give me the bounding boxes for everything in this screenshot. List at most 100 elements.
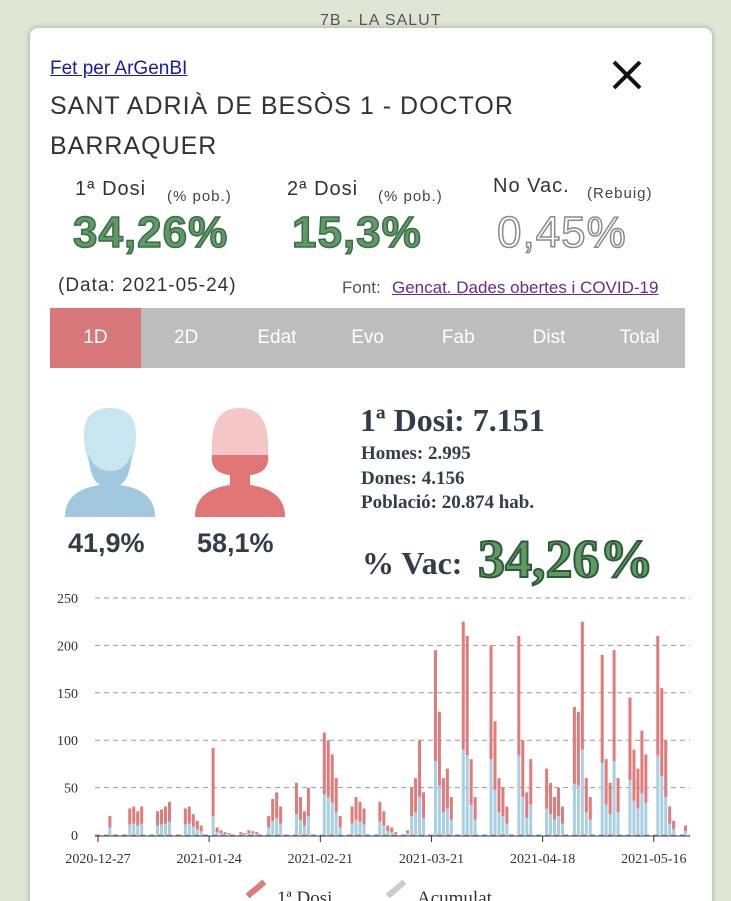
bar <box>156 811 160 826</box>
bar <box>469 804 473 835</box>
man-body <box>65 453 155 517</box>
y-tick-label: 50 <box>64 782 78 797</box>
bar <box>215 827 219 833</box>
bar <box>239 832 243 835</box>
bar <box>271 820 275 835</box>
bar <box>227 833 231 835</box>
credit-link[interactable]: Fet per ArGenBI <box>50 58 188 79</box>
bar <box>211 816 215 835</box>
bar <box>549 814 553 835</box>
bar <box>672 820 676 830</box>
bar <box>187 806 191 824</box>
bar <box>437 785 441 835</box>
women-pct: 58,1% <box>197 528 274 558</box>
bar <box>163 823 167 835</box>
bar <box>140 823 144 835</box>
bar <box>191 826 195 835</box>
legend-swatch <box>385 879 407 899</box>
bar <box>660 776 664 835</box>
bar <box>668 806 672 824</box>
tab[interactable]: Edat <box>231 308 323 368</box>
bar <box>354 819 358 835</box>
bar <box>445 808 449 835</box>
bar <box>465 755 469 835</box>
bar <box>275 792 279 818</box>
bar <box>394 834 398 835</box>
bar <box>163 806 167 824</box>
y-tick-label: 150 <box>57 687 78 702</box>
bar <box>584 812 588 835</box>
bar <box>406 830 410 834</box>
tab[interactable]: 1D <box>50 308 141 368</box>
bar <box>358 821 362 835</box>
bar <box>608 782 612 815</box>
y-tick-label: 100 <box>57 734 78 749</box>
bar <box>644 754 648 803</box>
bar <box>279 806 283 824</box>
bar <box>580 749 584 835</box>
bar <box>156 825 160 835</box>
stat-label: No Vac. <box>493 175 570 197</box>
bar <box>422 792 426 818</box>
bar <box>334 812 338 835</box>
bar <box>521 740 525 798</box>
bar <box>576 711 580 786</box>
tab[interactable]: Evo <box>322 308 414 368</box>
bar <box>338 827 342 835</box>
bar <box>497 812 501 835</box>
bar <box>505 823 509 835</box>
bar <box>382 811 386 826</box>
bar <box>517 635 521 756</box>
bar <box>628 780 632 835</box>
bar <box>199 831 203 835</box>
bar <box>557 816 561 835</box>
bar <box>588 797 592 820</box>
source-link[interactable]: Gencat. Dades obertes i COVID-19 <box>392 278 659 297</box>
bar <box>199 825 203 832</box>
stat-value: 15,3% <box>291 207 422 258</box>
legend-label: Acumulat <box>417 888 493 901</box>
bar <box>656 635 660 756</box>
x-tick-label: 2020-12-27 <box>65 852 130 867</box>
stat-value: 0,45% <box>496 207 627 258</box>
legend-label: 1ª Dosi <box>277 888 332 901</box>
bar <box>560 823 564 835</box>
bar <box>350 823 354 835</box>
y-tick-label: 200 <box>57 639 78 654</box>
bar <box>588 819 592 835</box>
bar <box>108 827 112 835</box>
tab[interactable]: 2D <box>140 308 232 368</box>
bar <box>501 816 505 835</box>
bar <box>441 812 445 835</box>
bar <box>306 787 310 817</box>
bar <box>382 825 386 835</box>
vac-value: 34,26% <box>477 528 654 590</box>
close-icon <box>612 60 642 90</box>
bar <box>521 797 525 835</box>
tab[interactable]: Total <box>594 308 686 368</box>
bar <box>640 793 644 835</box>
close-button[interactable] <box>610 58 644 92</box>
tab[interactable]: Dist <box>503 308 595 368</box>
bar <box>267 816 271 828</box>
bar <box>672 829 676 835</box>
bar <box>334 778 338 813</box>
bar <box>326 740 330 798</box>
tab[interactable]: Fab <box>412 308 504 368</box>
bar <box>560 806 564 824</box>
bar <box>580 621 584 750</box>
bar <box>362 824 366 835</box>
bar <box>247 830 251 834</box>
bar <box>160 809 164 825</box>
bar <box>247 833 251 835</box>
bar <box>505 806 509 824</box>
bar <box>604 759 608 805</box>
bar <box>461 749 465 835</box>
bar <box>136 825 140 835</box>
date: (Data: 2021-05-24) <box>58 275 237 296</box>
bar <box>473 797 477 820</box>
bar <box>160 824 164 835</box>
bar <box>219 830 223 834</box>
bar <box>183 808 187 825</box>
